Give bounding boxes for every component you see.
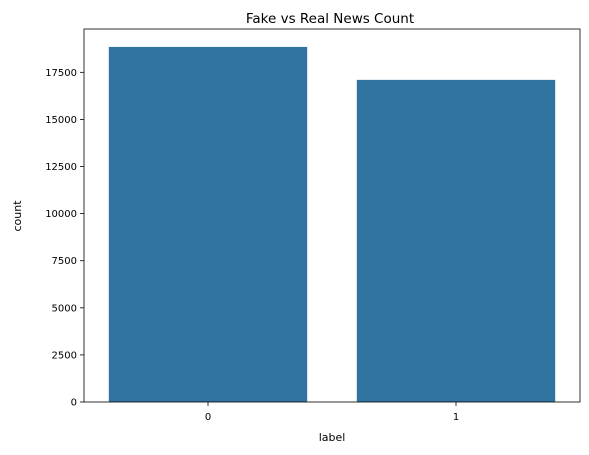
y-tick-label-0: 0: [71, 398, 77, 409]
y-tick-label-2500: 2500: [52, 350, 77, 361]
y-tick-label-12500: 12500: [45, 162, 77, 173]
chart-title: Fake vs Real News Count: [246, 11, 414, 27]
y-tick-label-10000: 10000: [45, 209, 77, 220]
y-tick-label-5000: 5000: [52, 303, 77, 314]
y-tick-label-15000: 15000: [45, 115, 77, 126]
plot-frame: [83, 28, 581, 403]
y-tick-label-17500: 17500: [45, 68, 77, 79]
x-axis-label: label: [319, 431, 346, 444]
y-axis-label: count: [11, 200, 24, 232]
y-tick-label-7500: 7500: [52, 256, 77, 267]
x-tick-label-1: 1: [453, 412, 459, 423]
bar-0: [108, 46, 308, 403]
bar-1: [356, 79, 556, 402]
x-tick-label-0: 0: [205, 412, 211, 423]
